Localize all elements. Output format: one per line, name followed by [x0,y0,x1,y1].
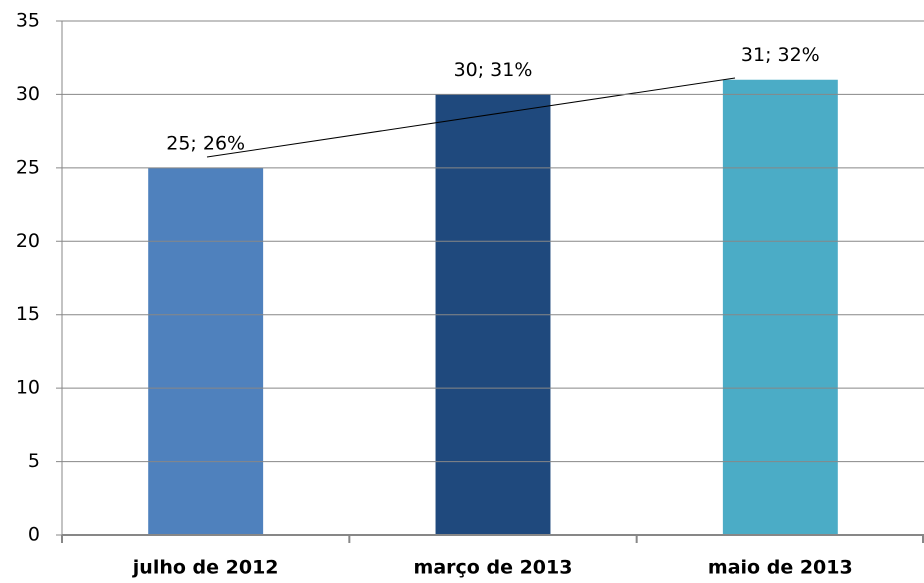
y-tick-label: 15 [16,303,40,325]
value-label: 25; 26% [166,132,245,154]
trend-line [206,77,736,158]
y-tick-label: 35 [16,10,40,32]
y-tick-label: 5 [28,450,40,472]
value-label: 30; 31% [454,59,533,81]
bar [722,79,838,535]
y-tick-label: 30 [16,83,40,105]
y-tick-label: 25 [16,156,40,178]
y-tick-label: 0 [28,524,40,546]
y-tick-label: 20 [16,230,40,252]
y-tick-label: 10 [16,377,40,399]
value-label: 31; 32% [741,44,820,66]
bar [148,167,264,535]
x-tick-label: julho de 2012 [132,557,279,579]
x-tick-label: março de 2013 [414,557,573,579]
x-tick-label: maio de 2013 [708,557,853,579]
